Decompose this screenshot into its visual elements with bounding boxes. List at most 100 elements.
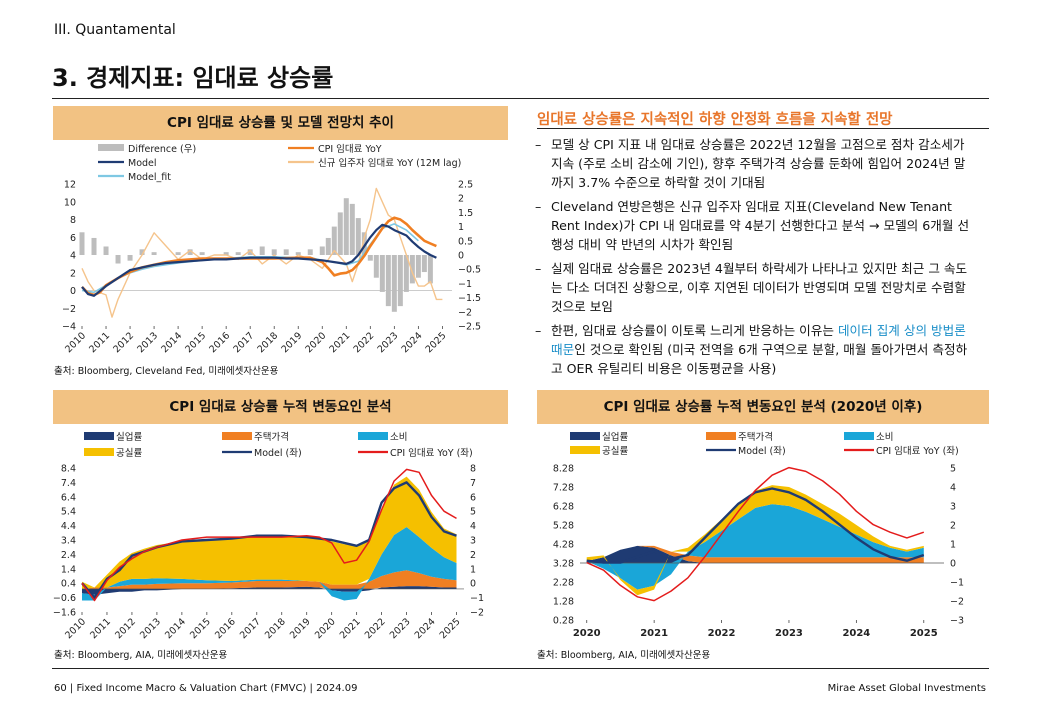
area-공실률 [586, 485, 924, 596]
chart-rent-decomposition-2020: 8.28 7.28 6.28 5.28 4.28 3.28 2.28 1.28 0.28 5 4 3 2… [553, 431, 964, 639]
bar-difference [259, 246, 265, 255]
bar-difference [355, 218, 361, 255]
bar-difference [247, 249, 253, 255]
x-tick-label: 2024 [842, 628, 870, 639]
y-left-tick: 6.4 [61, 492, 76, 503]
legend-swatch [84, 432, 114, 440]
x-tick-label: 2017 [238, 616, 263, 641]
bar-difference [349, 203, 355, 255]
y-right-tick: 0 [470, 579, 476, 590]
legend-swatch [84, 448, 114, 456]
y-right-tick: 2.5 [458, 180, 473, 191]
x-tick-label: 2016 [213, 616, 238, 641]
x-tick-label: 2010 [63, 330, 88, 355]
line-cpi-임대료-yoy [81, 216, 437, 297]
y-right-tick: −1 [470, 593, 484, 604]
x-tick-label: 2014 [163, 616, 188, 641]
y-right-tick: −2 [458, 307, 472, 318]
y-left-tick: 7.28 [553, 483, 574, 494]
y-left-tick: −1.6 [53, 608, 76, 619]
bullet-highlight: 데이터 집계 상의 방법론 때문 [551, 323, 966, 357]
y-left-tick: 8.4 [61, 464, 76, 475]
bar-difference [271, 249, 277, 255]
y-left-tick: 5.4 [61, 507, 76, 518]
bar-difference [307, 249, 313, 255]
x-tick-label: 2013 [135, 330, 160, 355]
y-left-tick: 8 [70, 215, 76, 226]
line-model-좌 [586, 487, 925, 564]
y-right-tick: 4 [470, 521, 476, 532]
legend-swatch [706, 432, 736, 440]
x-tick-label: 2011 [88, 616, 113, 641]
y-right-tick: −1 [950, 578, 964, 589]
bar-difference [115, 255, 121, 264]
y-left-tick: 1.28 [553, 597, 574, 608]
legend-label: Difference (우) [128, 144, 196, 155]
x-tick-label: 2018 [255, 330, 280, 355]
bar-difference [295, 252, 301, 255]
y-right-tick: −1.5 [458, 293, 481, 304]
x-tick-label: 2020 [313, 616, 338, 641]
bar-difference [361, 232, 367, 255]
x-tick-label: 2023 [775, 628, 803, 639]
y-left-tick: 8.28 [553, 464, 574, 475]
legend-label: CPI 임대료 YoY (좌) [876, 445, 959, 457]
y-right-tick: 8 [470, 464, 476, 475]
y-right-tick: 5 [950, 464, 956, 475]
y-right-tick: 4 [950, 483, 956, 494]
y-left-tick: 0.4 [61, 579, 76, 590]
bar-difference [151, 252, 157, 255]
y-left-tick: 0.28 [553, 616, 574, 627]
legend-label: 공실률 [116, 448, 142, 459]
page-title: 3. 경제지표: 임대료 상승률 [52, 64, 334, 92]
panel3-source: 출처: Bloomberg, AIA, 미래에셋자산운용 [537, 650, 711, 661]
bar-difference [373, 255, 379, 278]
y-right-tick: 1.5 [458, 208, 473, 219]
line-신규-입주자-임대료-yoy-12m-lag [81, 187, 443, 318]
line-model [81, 223, 437, 297]
bullet-item: – 실제 임대료 상승률은 2023년 4월부터 하락세가 나타나고 있지만 최근… [535, 261, 968, 314]
x-tick-label: 2016 [207, 330, 232, 355]
x-tick-label: 2017 [231, 330, 256, 355]
legend-swatch [570, 432, 600, 440]
title-divider [52, 98, 989, 99]
y-left-tick: 3.4 [61, 536, 76, 547]
bullet-text: Cleveland 연방은행은 신규 입주자 임대료 지표(Cleveland … [551, 199, 970, 252]
bullet-text: 인 것으로 확인됨 (미국 전역을 6개 구역으로 분할, 매월 돌아가면서 측… [551, 342, 968, 376]
bar-difference [427, 255, 433, 284]
bar-difference [79, 232, 85, 255]
y-left-tick: 4.4 [61, 521, 76, 532]
x-tick-label: 2022 [352, 330, 377, 355]
y-left-tick: 6 [70, 233, 76, 244]
y-left-tick: 2 [70, 268, 76, 279]
footer-left: 60 | Fixed Income Macro & Valuation Char… [54, 683, 358, 694]
line-cpi-임대료-yoy-좌 [586, 466, 925, 602]
bar-difference [139, 249, 145, 255]
legend-label: 주택가격 [254, 431, 289, 443]
x-tick-label: 2015 [188, 616, 213, 641]
x-tick-label: 2023 [388, 616, 413, 641]
bar-difference [337, 212, 343, 255]
y-right-tick: −2 [470, 608, 484, 619]
bar-difference [421, 255, 427, 273]
legend-label: 주택가격 [738, 431, 773, 443]
x-tick-label: 2019 [288, 616, 313, 641]
y-right-tick: 2 [470, 550, 476, 561]
chart-rent-decomposition: 8.4 7.4 6.4 5.4 4.4 3.4 2.4 1.4 0.4 −0.6 −1.6 8 7 6 5 4… [53, 431, 484, 641]
bar-difference [103, 246, 109, 255]
bar-difference [385, 255, 391, 307]
x-tick-label: 2018 [263, 616, 288, 641]
y-left-tick: 7.4 [61, 478, 76, 489]
y-left-tick: 2.28 [553, 578, 574, 589]
y-right-tick: −2 [950, 597, 964, 608]
y-left-tick: 6.28 [553, 502, 574, 513]
bar-difference [391, 255, 397, 312]
y-right-tick: 1 [470, 564, 476, 575]
line-model-좌 [81, 481, 457, 599]
y-right-tick: 0.5 [458, 236, 473, 247]
y-right-tick: 7 [470, 478, 476, 489]
area-주택가격 [586, 545, 924, 563]
bullet-item: – Cleveland 연방은행은 신규 입주자 임대료 지표(Cleveland… [535, 199, 970, 252]
legend-label: 실업률 [116, 431, 142, 443]
line-cpi-임대료-yoy-좌 [81, 468, 457, 602]
